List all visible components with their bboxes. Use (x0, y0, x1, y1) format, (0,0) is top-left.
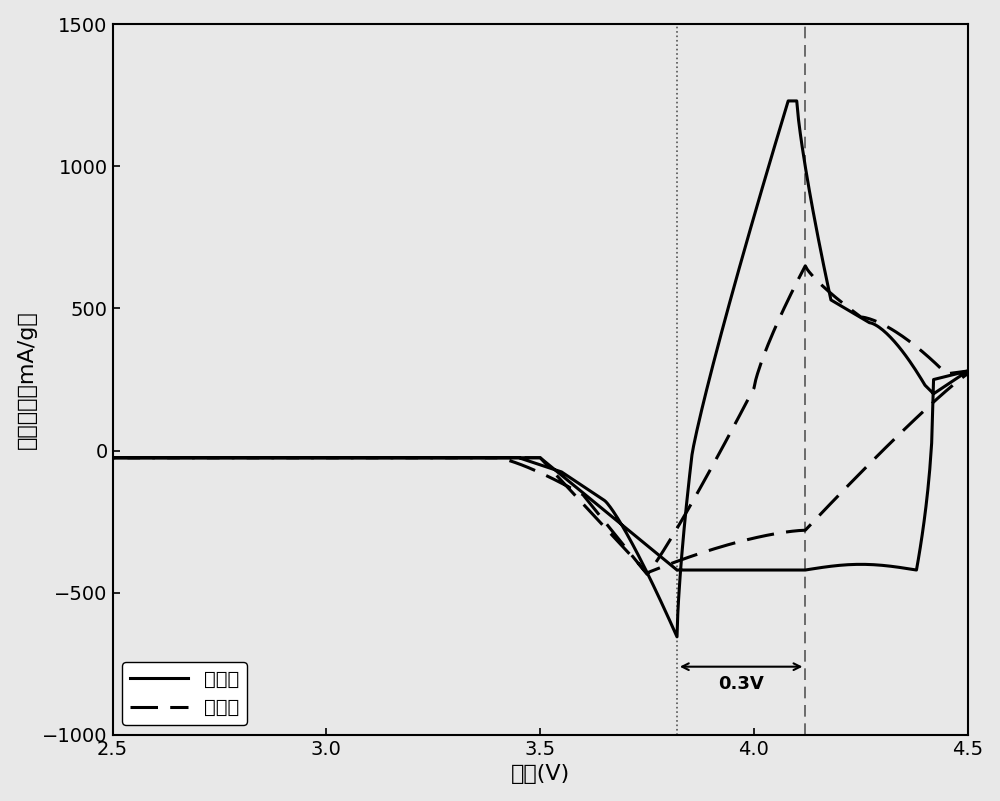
测试样 (933, 385, 945, 395)
Y-axis label: 电流密度（mA/g）: 电流密度（mA/g） (17, 310, 37, 449)
测试样 (478, 453, 490, 462)
测试样 (839, 304, 851, 313)
对照样 (537, 469, 549, 479)
对照样 (107, 453, 119, 462)
测试样 (178, 453, 190, 462)
测试样 (629, 545, 641, 554)
对照样 (437, 453, 449, 462)
测试样 (107, 453, 119, 462)
对照样 (396, 453, 408, 462)
测试样 (671, 632, 683, 642)
Legend: 测试样, 对照样: 测试样, 对照样 (122, 662, 247, 725)
Line: 测试样: 测试样 (113, 101, 968, 637)
Line: 对照样: 对照样 (113, 266, 968, 574)
对照样 (107, 453, 119, 462)
对照样 (799, 261, 811, 271)
Text: 0.3V: 0.3V (718, 675, 764, 693)
对照样 (931, 394, 943, 404)
对照样 (641, 570, 653, 579)
测试样 (587, 488, 599, 497)
测试样 (107, 453, 119, 462)
测试样 (782, 96, 794, 106)
X-axis label: 电压(V): 电压(V) (511, 764, 570, 784)
对照样 (683, 552, 695, 562)
对照样 (488, 453, 500, 462)
